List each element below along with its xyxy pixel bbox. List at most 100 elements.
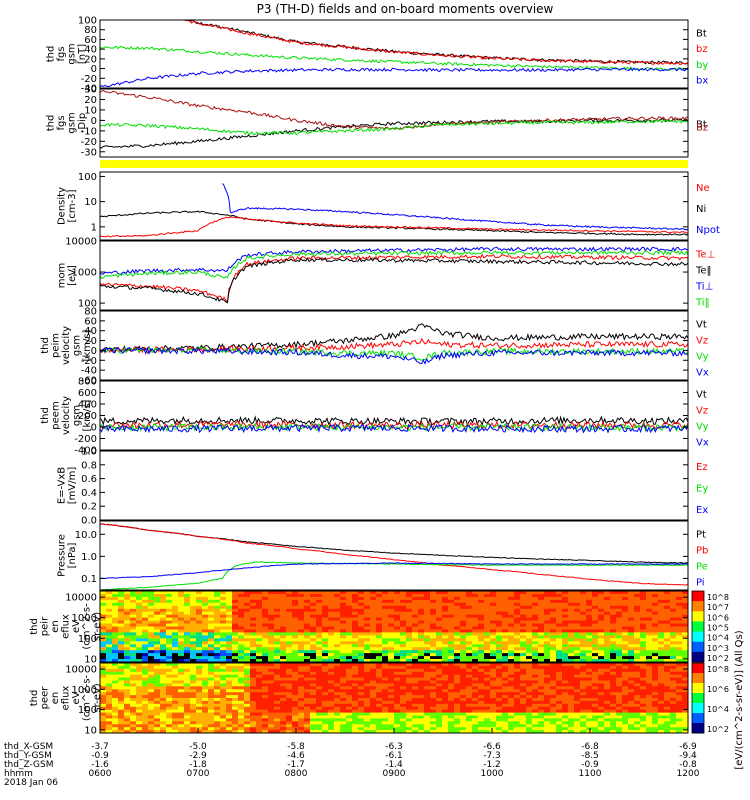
colorbar-swatch <box>692 713 704 724</box>
axis-row-label: thd_Z-GSM <box>4 760 53 770</box>
series-Vx <box>100 423 688 434</box>
y-axis-label-line: fgs <box>56 115 67 130</box>
legend-entry: Bt <box>696 120 707 131</box>
y-axis-label-line: sr-eV) <box>92 683 103 712</box>
y-tick-label: 10 <box>84 654 97 665</box>
y-axis-label-line: sr-eV) <box>92 612 103 641</box>
y-axis-label-line: thd <box>46 46 57 63</box>
panel-frame <box>99 310 689 381</box>
y-axis-label: thd peer en eflux eV (cm^2-s-sr-eV) <box>29 674 103 721</box>
y-tick-label: 10000 <box>65 237 97 248</box>
y-axis-label-line: peem <box>51 401 62 429</box>
figure-title: P3 (TH-D) fields and on-board moments ov… <box>257 2 554 16</box>
legend-entry: Ti⊥ <box>695 282 713 293</box>
colorbar-swatch <box>692 631 704 643</box>
legend-entry: Te‖ <box>695 266 712 277</box>
series-group <box>100 20 688 88</box>
colorbar-tick-label: 10^2 <box>707 654 729 663</box>
colorbar-tick-label: 10^8 <box>707 665 729 674</box>
series-Pt <box>100 523 688 564</box>
y-tick-label: 60 <box>84 316 97 327</box>
y-tick-label: 10 <box>84 197 97 208</box>
y-tick-label: 10 <box>84 105 97 116</box>
y-tick-label: 60 <box>84 35 97 46</box>
y-axis-label-line: eflux <box>61 614 72 639</box>
y-tick-label: 0 <box>91 423 97 434</box>
y-tick-label: 20 <box>84 95 97 106</box>
z-gsm-label: -1.4 <box>385 760 403 770</box>
y-axis-label-line: -Dip <box>77 113 88 133</box>
colorbar-swatch <box>692 601 704 612</box>
y-axis-label-line: eV <box>71 691 82 704</box>
y-axis-label-line: en <box>50 692 61 705</box>
y-tick-label: 200 <box>78 411 97 422</box>
colorbar-label: [eV/(cm^2-s-sr-eV)] (All Qs) <box>734 630 745 769</box>
y-tick-label: 400 <box>78 400 97 411</box>
legend-entry: Vx <box>696 368 709 379</box>
legend-entry: Vy <box>696 352 709 363</box>
series-Npot <box>222 183 688 231</box>
colorbar-swatch <box>692 591 704 602</box>
y-axis-label-line: thd <box>29 618 40 635</box>
panel-frame <box>99 19 689 89</box>
y-axis-label-line: thd <box>29 690 40 707</box>
z-gsm-label: -1.7 <box>287 760 305 770</box>
x-gsm-label: -5.0 <box>189 742 207 752</box>
y-axis-label-line: gsm <box>67 112 78 133</box>
y-tick-label: 20 <box>84 54 97 65</box>
panel-frame <box>99 450 689 521</box>
series-Vz <box>100 337 688 354</box>
x-gsm-label: -6.8 <box>581 742 599 752</box>
y-tick-label: 1 <box>91 222 97 233</box>
panel-frame <box>99 171 689 241</box>
legend-entry: Pt <box>696 530 706 541</box>
y-gsm-label: -6.1 <box>385 751 403 761</box>
panel-frame <box>99 240 689 311</box>
colorbar-swatch <box>692 641 704 653</box>
panel-frame <box>99 520 689 591</box>
colorbar-swatch <box>692 673 704 684</box>
legend-entry: Vt <box>696 390 707 401</box>
y-axis-label: thd peim velocity gsm [km/s] <box>40 326 93 365</box>
y-axis-label-line: thd <box>40 337 51 354</box>
z-gsm-label: -1.8 <box>189 760 207 770</box>
series-group <box>100 89 688 149</box>
y-tick-label: 10.0 <box>75 530 97 541</box>
x-gsm-label: -3.7 <box>91 742 109 752</box>
hhmm-label: 1100 <box>579 769 602 779</box>
colorbar-frame <box>691 590 705 663</box>
y-gsm-label: -0.9 <box>91 751 109 761</box>
panel-10: 10^8 10^6 10^4 10^2 10000 1000 100 10 thd peer en e… <box>29 662 729 736</box>
colorbar-label-text: [eV/(cm^2-s-sr-eV)] (All Qs) <box>734 630 745 769</box>
y-axis-label-line: (cm^2-s- <box>82 603 93 650</box>
y-axis-label: Pressure [nPa] <box>57 534 79 577</box>
colorbar-swatch <box>692 651 704 663</box>
colorbar-tick-label: 10^8 <box>707 593 729 602</box>
y-axis-label-line: (cm^2-s- <box>82 674 93 721</box>
colorbar-tick-label: 10^4 <box>707 705 729 714</box>
y-axis-label-line: eV <box>71 620 82 633</box>
y-tick-label: 0.0 <box>81 516 97 527</box>
y-tick-label: 0 <box>91 64 97 75</box>
y-gsm-label: -4.6 <box>287 751 305 761</box>
y-tick-label: -20 <box>81 74 97 85</box>
axis-row-label: 2018 Jan 06 <box>4 778 58 788</box>
y-tick-label: 20 <box>84 336 97 347</box>
series-group <box>100 246 688 304</box>
legend-entry: Pi <box>696 578 705 589</box>
series-Te‖ <box>100 257 688 304</box>
y-axis-label-line: Density <box>57 187 68 225</box>
colorbar: 10^810^710^6 10^510^410^310^2 <box>691 590 729 663</box>
colorbar-tick-label: 10^2 <box>707 725 729 734</box>
spectrogram <box>100 663 688 733</box>
y-axis-label: thd fgs gsm [nT] <box>46 43 89 64</box>
y-tick-label: 10 <box>84 725 97 736</box>
x-gsm-label: -6.9 <box>679 742 697 752</box>
y-tick-label: 80 <box>84 307 97 318</box>
legend-entry: Ni <box>696 204 706 215</box>
colorbar-tick-label: 10^5 <box>707 624 729 633</box>
legend-entry: by <box>696 60 708 71</box>
